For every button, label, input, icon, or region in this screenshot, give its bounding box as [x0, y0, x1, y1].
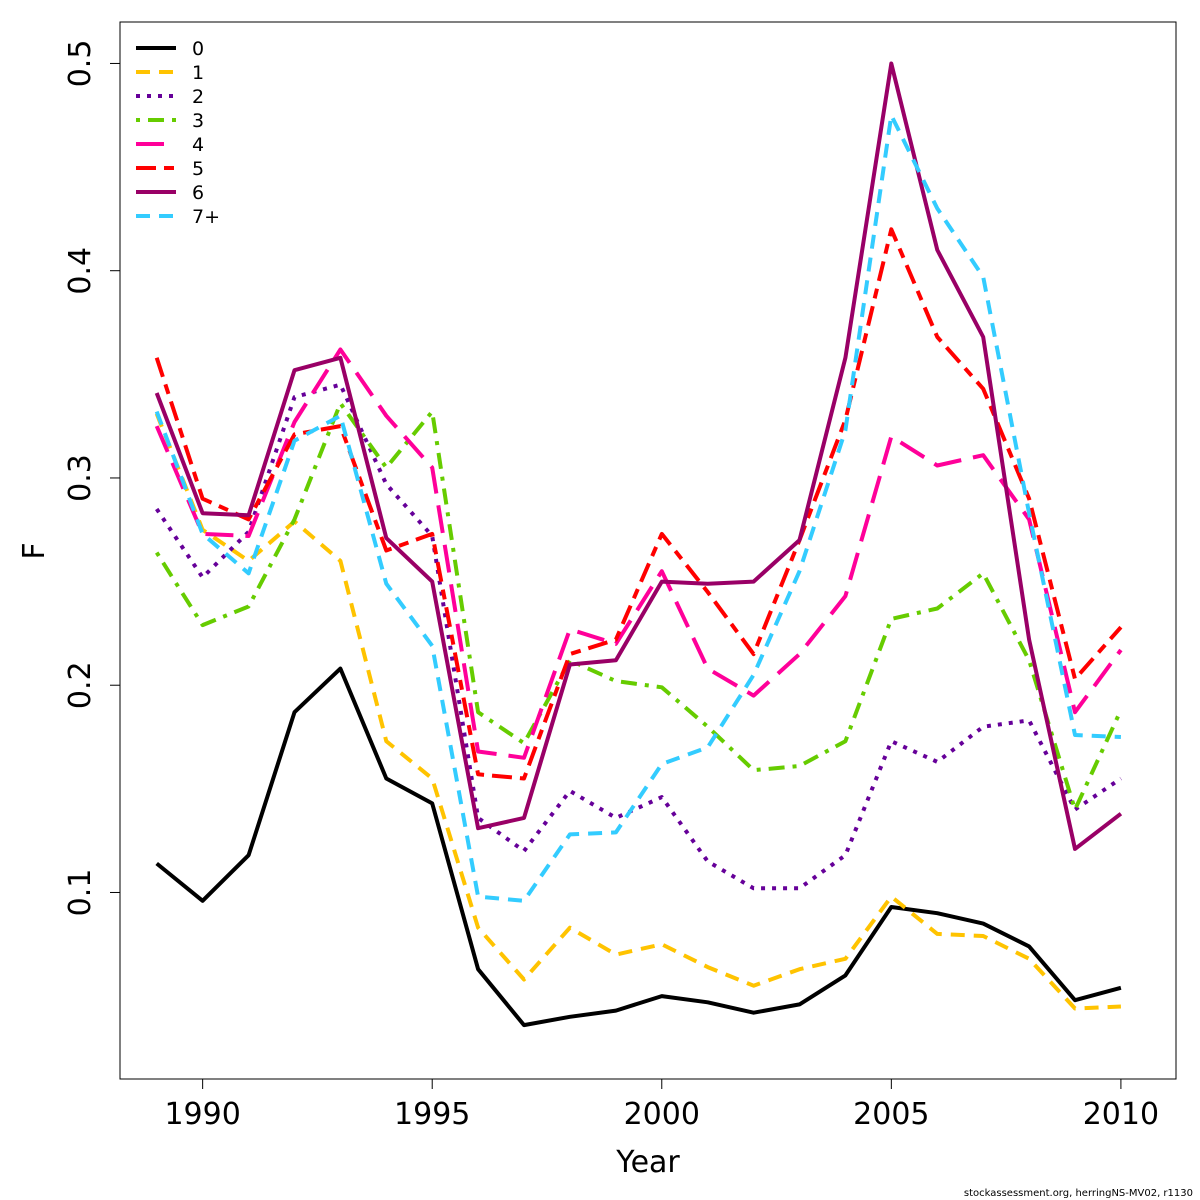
y-axis: 0.1 0.2 0.3 0.4 0.5: [63, 40, 121, 917]
legend-label: 6: [192, 182, 204, 204]
y-tick-label: 0.3: [63, 454, 98, 502]
legend-label: 7+: [192, 206, 220, 228]
y-axis-title: F: [17, 542, 52, 559]
legend-label: 0: [192, 38, 204, 60]
series-line-3: [155, 401, 1123, 812]
y-tick-label: 0.4: [63, 247, 98, 295]
x-tick-label: 2005: [853, 1097, 929, 1132]
y-tick-label: 0.5: [63, 40, 98, 88]
series-line-5: [154, 227, 1123, 781]
x-tick-label: 2000: [624, 1097, 700, 1132]
series-line-4: [154, 347, 1123, 760]
legend-label: 4: [192, 134, 204, 156]
series-line-2: [155, 382, 1123, 891]
x-axis-title: Year: [615, 1145, 680, 1180]
x-tick-label: 1995: [394, 1097, 470, 1132]
legend-label: 5: [192, 158, 204, 180]
x-axis: 1990 1995 2000 2005 2010: [164, 1078, 1159, 1132]
series-line-7plus: [154, 113, 1121, 903]
legend-label: 2: [192, 86, 204, 108]
y-tick-label: 0.1: [63, 869, 98, 917]
y-tick-label: 0.2: [63, 661, 98, 709]
x-tick-label: 1990: [164, 1097, 240, 1132]
series-line-1: [154, 412, 1121, 1011]
footnote: stockassessment.org, herringNS-MV02, r11…: [964, 1188, 1193, 1199]
legend-label: 3: [192, 110, 204, 132]
series-line-6: [154, 61, 1123, 851]
x-tick-label: 2010: [1083, 1097, 1159, 1132]
series-line-0: [155, 666, 1122, 1028]
legend-label: 1: [192, 62, 204, 84]
series-lines: [154, 61, 1123, 1028]
